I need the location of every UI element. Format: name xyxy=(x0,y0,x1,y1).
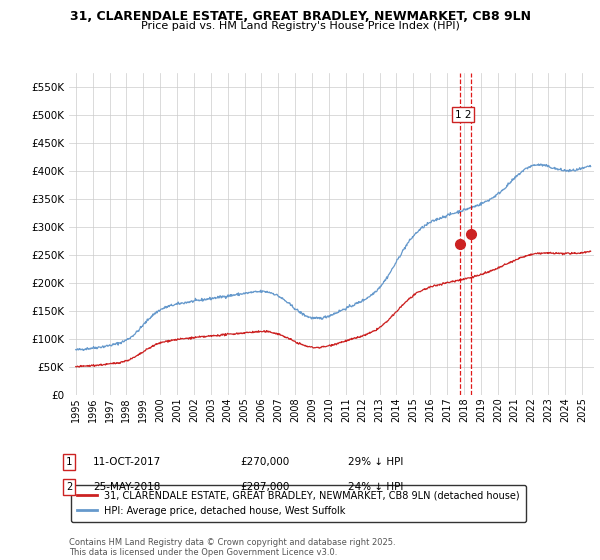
Text: 1: 1 xyxy=(66,457,72,467)
Text: 25-MAY-2018: 25-MAY-2018 xyxy=(93,482,160,492)
Text: 24% ↓ HPI: 24% ↓ HPI xyxy=(348,482,403,492)
Text: 11-OCT-2017: 11-OCT-2017 xyxy=(93,457,161,467)
Text: 1 2: 1 2 xyxy=(455,110,471,120)
Text: Contains HM Land Registry data © Crown copyright and database right 2025.
This d: Contains HM Land Registry data © Crown c… xyxy=(69,538,395,557)
Text: 31, CLARENDALE ESTATE, GREAT BRADLEY, NEWMARKET, CB8 9LN: 31, CLARENDALE ESTATE, GREAT BRADLEY, NE… xyxy=(70,10,530,22)
Legend: 31, CLARENDALE ESTATE, GREAT BRADLEY, NEWMARKET, CB8 9LN (detached house), HPI: : 31, CLARENDALE ESTATE, GREAT BRADLEY, NE… xyxy=(71,485,526,521)
Text: £287,000: £287,000 xyxy=(240,482,289,492)
Text: £270,000: £270,000 xyxy=(240,457,289,467)
Text: 29% ↓ HPI: 29% ↓ HPI xyxy=(348,457,403,467)
Text: Price paid vs. HM Land Registry's House Price Index (HPI): Price paid vs. HM Land Registry's House … xyxy=(140,21,460,31)
Text: 2: 2 xyxy=(66,482,72,492)
